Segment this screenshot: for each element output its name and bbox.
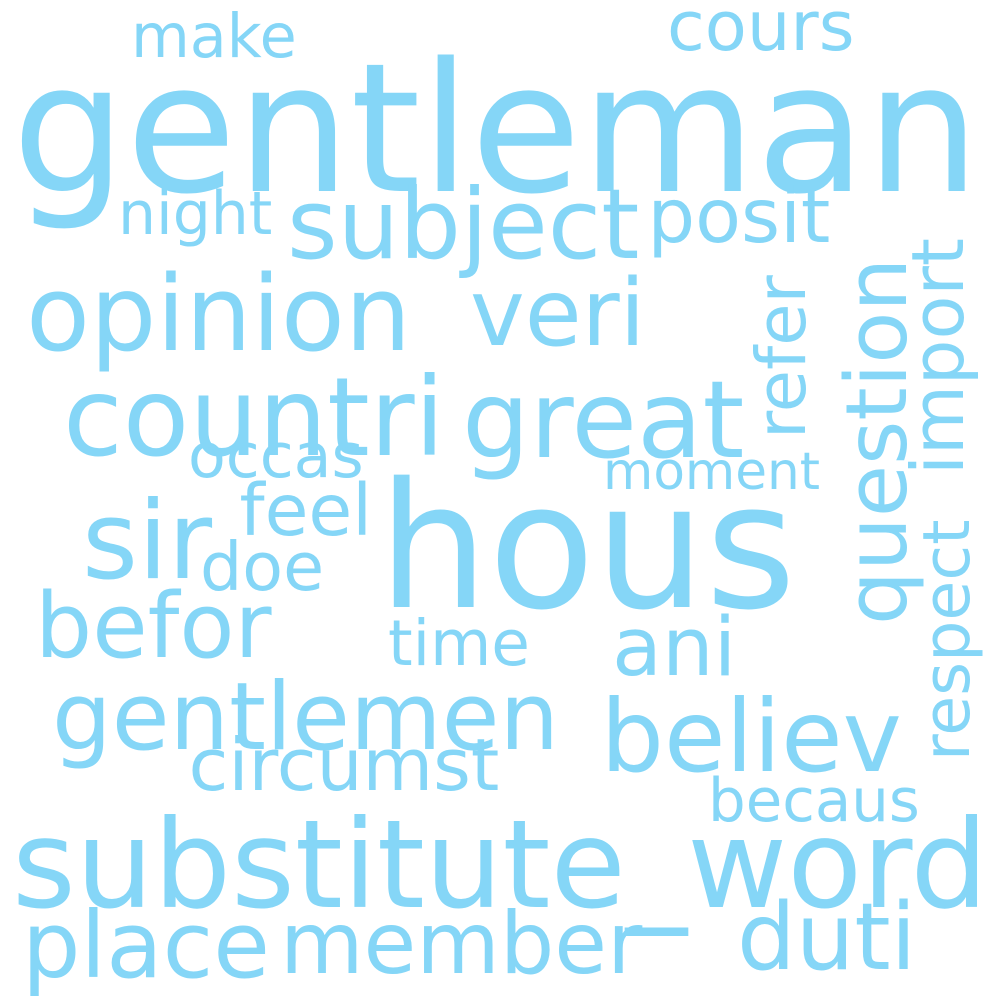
word-substitute-word: substitute_word <box>12 793 989 936</box>
word-doe: doe <box>200 527 325 606</box>
word-make: make <box>131 2 297 72</box>
word-great: great <box>462 358 745 483</box>
word-cours: cours <box>667 0 855 67</box>
word-time: time <box>388 606 530 680</box>
word-befor: befor <box>35 574 272 679</box>
word-duti: duti <box>737 882 917 991</box>
word-refer: refer <box>742 275 822 439</box>
word-hous: hous <box>378 445 797 649</box>
word-sir: sir <box>82 479 213 604</box>
word-member: member <box>280 894 643 994</box>
word-gentlemen: gentlemen <box>52 662 560 772</box>
word-respect: respect <box>909 519 985 761</box>
word-feel: feel <box>239 469 373 552</box>
word-place: place <box>22 891 271 999</box>
word-subject: subject <box>287 167 640 281</box>
word-import: import <box>896 237 980 475</box>
word-veri: veri <box>470 258 646 367</box>
word-opinion: opinion <box>26 252 412 375</box>
word-countri: countri <box>63 354 445 481</box>
word-circumst: circumst <box>188 723 500 808</box>
word-occas: occas <box>188 420 364 492</box>
word-posit: posit <box>647 171 831 260</box>
word-ani: ani <box>612 600 737 695</box>
word-gentleman: gentleman <box>12 25 980 234</box>
word-becaus: becaus <box>708 767 920 836</box>
word-believ: believ <box>600 678 902 795</box>
word-moment: moment <box>603 441 821 502</box>
word-night: night <box>118 179 273 249</box>
